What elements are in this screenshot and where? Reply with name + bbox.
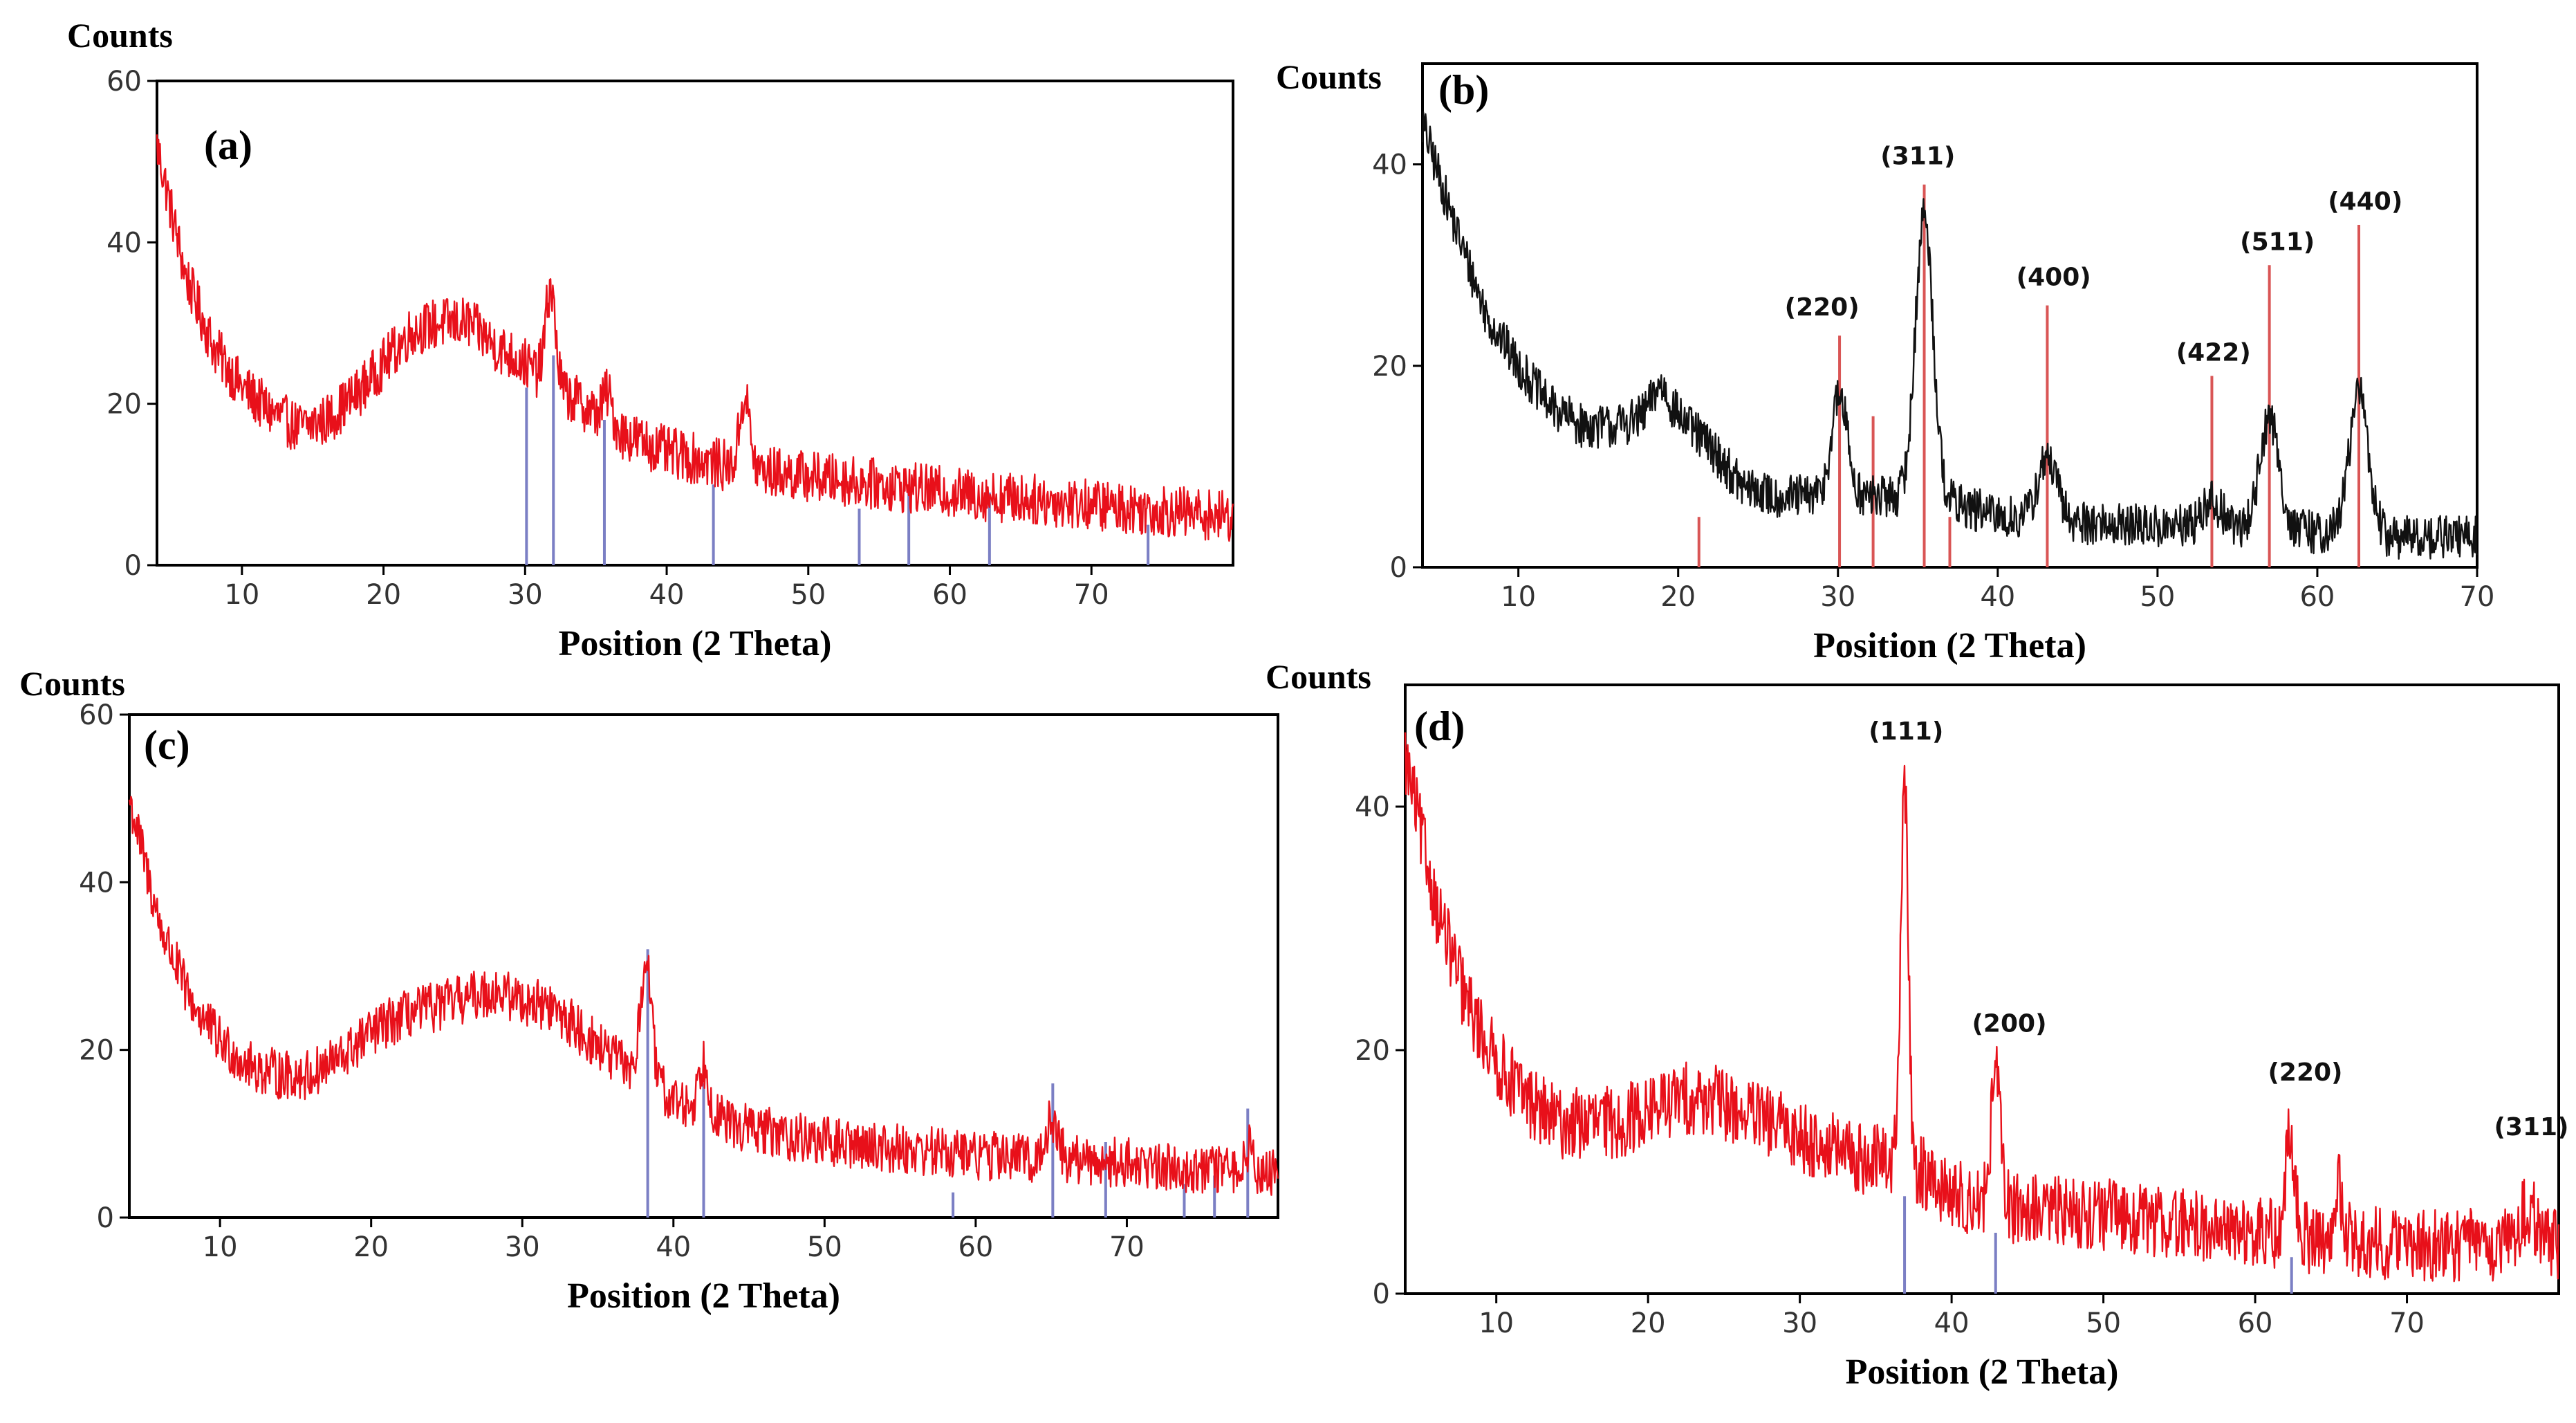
x-tick-label: 40 <box>656 1231 691 1263</box>
x-tick-label: 10 <box>224 579 259 611</box>
y-axis-label: Counts <box>1276 57 1382 96</box>
hkl-label: (220) <box>2268 1058 2342 1087</box>
x-tick-label: 40 <box>649 579 685 611</box>
y-axis-label: Counts <box>19 664 125 703</box>
chart-panel-a: Counts 0 20 40 60 10 20 30 40 50 60 70 Position (2 T… <box>67 16 1234 663</box>
y-tick-label: 40 <box>1372 149 1407 181</box>
diffraction-series <box>156 134 1234 542</box>
hkl-label: (111) <box>1869 717 1943 746</box>
hkl-label: (311) <box>1880 143 1955 171</box>
hkl-label: (220) <box>1785 293 1860 322</box>
x-tick-label: 20 <box>1660 581 1696 613</box>
x-tick-label: 70 <box>1074 579 1109 611</box>
x-tick-label: 70 <box>2389 1307 2425 1339</box>
x-axis-label: Position (2 Theta) <box>559 624 832 663</box>
y-tick-label: 0 <box>97 1202 114 1234</box>
hkl-label: (440) <box>2328 187 2402 216</box>
x-tick-label: 60 <box>2238 1307 2273 1339</box>
x-tick-label: 10 <box>203 1231 238 1263</box>
y-tick-label: 60 <box>106 66 142 98</box>
plot-frame <box>1421 62 2478 569</box>
x-tick-label: 40 <box>1980 581 2015 613</box>
x-tick-label: 30 <box>508 579 543 611</box>
x-axis-label: Position (2 Theta) <box>1846 1352 2119 1392</box>
diffraction-series <box>1404 732 2560 1283</box>
x-axis-label: Position (2 Theta) <box>567 1276 840 1316</box>
x-tick-label: 40 <box>1934 1307 1970 1339</box>
x-tick-label: 30 <box>505 1231 540 1263</box>
x-tick-label: 30 <box>1820 581 1855 613</box>
y-tick-label: 20 <box>1355 1035 1390 1067</box>
panel-label: (a) <box>204 122 252 168</box>
hkl-label: (511) <box>2240 228 2315 256</box>
x-axis-label: Position (2 Theta) <box>1813 626 2086 665</box>
panel-label: (b) <box>1438 67 1489 113</box>
y-tick-label: 0 <box>1390 552 1407 584</box>
x-tick-label: 50 <box>790 579 826 611</box>
hkl-label: (422) <box>2176 339 2251 367</box>
y-tick-label: 60 <box>79 699 114 731</box>
x-tick-label: 50 <box>807 1231 842 1263</box>
y-tick-label: 20 <box>106 389 142 421</box>
y-tick-label: 40 <box>1355 791 1390 823</box>
y-tick-label: 0 <box>1373 1278 1390 1310</box>
y-tick-label: 20 <box>79 1035 114 1067</box>
chart-panel-b: Counts 0 20 40 10 20 30 40 50 60 70 Position (2 The… <box>1276 57 2494 665</box>
y-axis-label: Counts <box>67 16 173 55</box>
hkl-label: (400) <box>2017 263 2091 291</box>
panel-label: (d) <box>1414 704 1465 749</box>
x-tick-label: 10 <box>1501 581 1536 613</box>
x-tick-label: 10 <box>1479 1307 1514 1339</box>
chart-panel-c: Counts 0 20 40 60 10 20 30 40 50 60 70 Position (2 T… <box>19 664 1279 1316</box>
x-tick-label: 60 <box>932 579 967 611</box>
hkl-label: (200) <box>1972 1010 2046 1038</box>
diffraction-series <box>1421 111 2478 560</box>
x-tick-label: 20 <box>366 579 401 611</box>
x-tick-label: 50 <box>2140 581 2175 613</box>
x-tick-label: 50 <box>2086 1307 2121 1339</box>
plot-frame <box>156 80 1234 567</box>
x-tick-label: 60 <box>2299 581 2335 613</box>
y-tick-label: 40 <box>106 227 142 259</box>
x-tick-label: 60 <box>958 1231 993 1263</box>
diffraction-series <box>128 796 1279 1196</box>
panel-label: (c) <box>144 722 190 768</box>
y-tick-label: 0 <box>124 550 142 582</box>
hkl-label: (311) <box>2494 1113 2568 1141</box>
plot-frame <box>1404 683 2560 1295</box>
y-tick-label: 40 <box>79 867 114 899</box>
x-tick-label: 70 <box>1109 1231 1145 1263</box>
x-tick-label: 30 <box>1782 1307 1817 1339</box>
y-axis-label: Counts <box>1266 657 1371 696</box>
y-tick-label: 20 <box>1372 351 1407 383</box>
x-tick-label: 20 <box>353 1231 389 1263</box>
x-tick-label: 70 <box>2460 581 2495 613</box>
chart-panel-d: Counts 0 20 40 10 20 30 40 50 60 70 Position (2 The… <box>1266 657 2569 1392</box>
x-tick-label: 20 <box>1631 1307 1666 1339</box>
